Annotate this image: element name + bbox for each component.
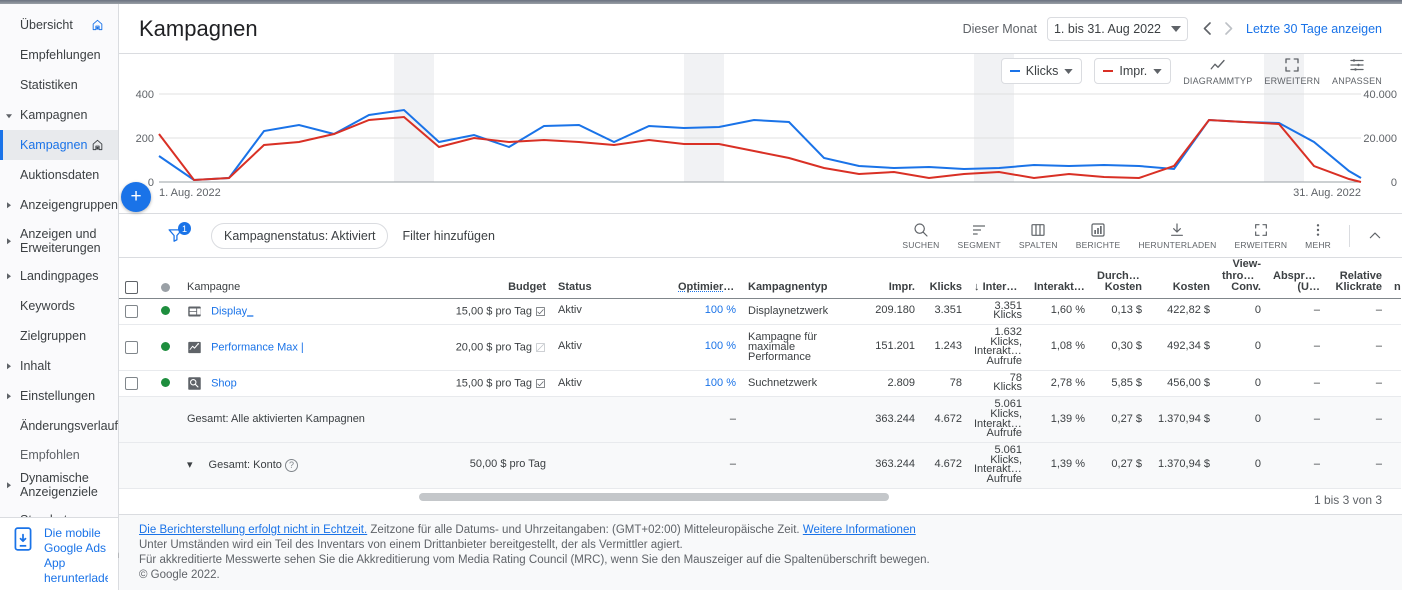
svg-text:400: 400 xyxy=(136,89,154,101)
svg-text:1. Aug. 2022: 1. Aug. 2022 xyxy=(159,187,221,199)
svg-text:40.000: 40.000 xyxy=(1363,89,1397,101)
svg-text:31. Aug. 2022: 31. Aug. 2022 xyxy=(1293,187,1361,199)
svg-text:200: 200 xyxy=(136,133,154,145)
svg-text:0: 0 xyxy=(148,177,154,189)
svg-text:20.000: 20.000 xyxy=(1363,133,1397,145)
svg-text:0: 0 xyxy=(1391,177,1397,189)
